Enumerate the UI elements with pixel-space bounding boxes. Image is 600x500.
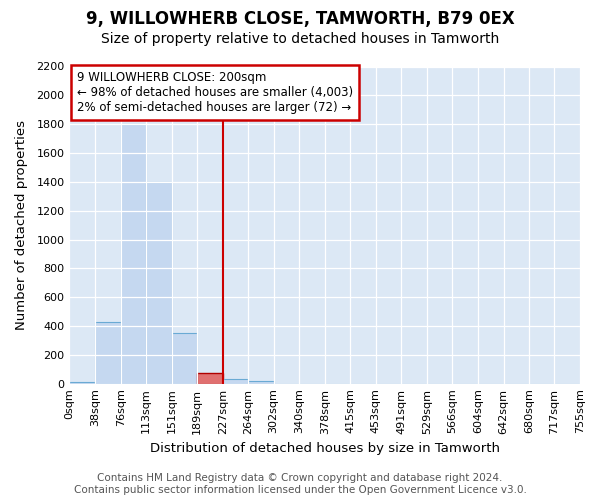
Bar — [146, 182, 172, 384]
Bar — [197, 373, 223, 384]
Bar — [172, 333, 197, 384]
Text: 9 WILLOWHERB CLOSE: 200sqm
← 98% of detached houses are smaller (4,003)
2% of se: 9 WILLOWHERB CLOSE: 200sqm ← 98% of deta… — [77, 72, 353, 114]
Bar — [70, 382, 95, 384]
Y-axis label: Number of detached properties: Number of detached properties — [15, 120, 28, 330]
Bar — [248, 381, 274, 384]
Bar — [95, 322, 121, 384]
Bar — [223, 380, 248, 384]
Text: 9, WILLOWHERB CLOSE, TAMWORTH, B79 0EX: 9, WILLOWHERB CLOSE, TAMWORTH, B79 0EX — [86, 10, 514, 28]
X-axis label: Distribution of detached houses by size in Tamworth: Distribution of detached houses by size … — [150, 442, 500, 455]
Bar — [121, 124, 146, 384]
Text: Size of property relative to detached houses in Tamworth: Size of property relative to detached ho… — [101, 32, 499, 46]
Text: Contains HM Land Registry data © Crown copyright and database right 2024.
Contai: Contains HM Land Registry data © Crown c… — [74, 474, 526, 495]
